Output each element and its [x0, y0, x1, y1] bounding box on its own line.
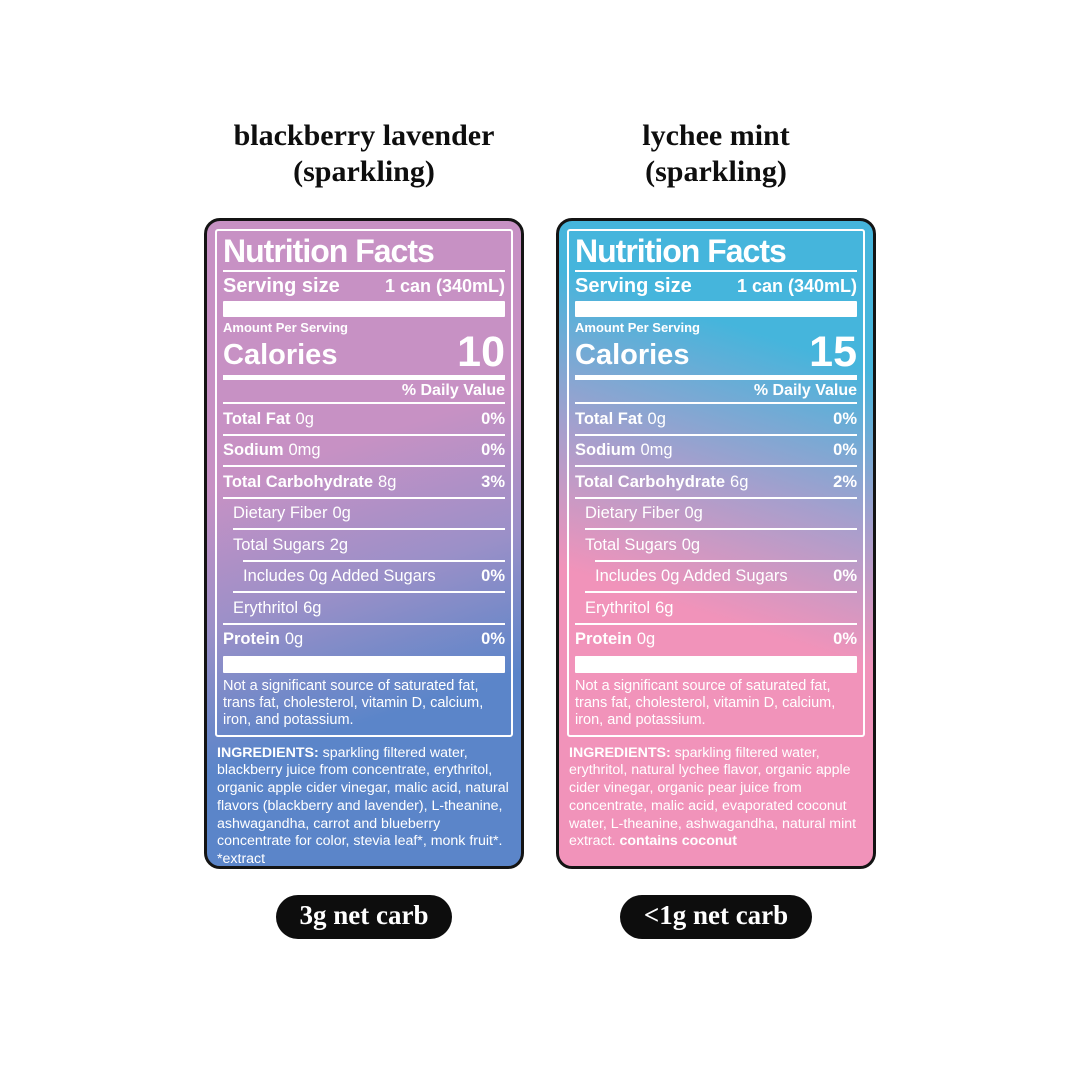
divider: [243, 559, 505, 562]
net-carb-badge: <1g net carb: [619, 895, 813, 939]
serving-size-value: 1 can (340mL): [384, 275, 505, 296]
product-title: lychee mint (sparkling): [642, 118, 789, 194]
ingredients-label: INGREDIENTS:: [217, 744, 319, 761]
nutrition-facts-header: Nutrition Facts: [575, 233, 787, 269]
divider: [575, 622, 857, 625]
ingredients: INGREDIENTS: sparkling filtered water, e…: [567, 737, 865, 854]
calories-value: 15: [809, 327, 857, 376]
amount-per-serving-label: Amount Per Serving: [223, 319, 348, 335]
nutrition-row-dietary-fiber: Dietary Fiber 0g: [585, 504, 703, 523]
nutrition-row-erythritol: Erythritol 6g: [233, 598, 322, 617]
nutrition-row-sodium: Sodium 0mg 0%: [575, 441, 857, 460]
divider-thick: [223, 375, 505, 381]
footnote: Not a significant source of saturated fa…: [223, 678, 484, 728]
divider: [575, 269, 857, 272]
divider: [223, 496, 505, 499]
nutrition-label-card: Nutrition Facts Serving size 1 can (340m…: [556, 218, 876, 869]
nutrition-facts-box: Nutrition Facts Serving size 1 can (340m…: [567, 229, 865, 737]
thick-white-bar: [223, 656, 505, 674]
ingredients: INGREDIENTS: sparkling filtered water, b…: [215, 737, 513, 868]
nutrition-row-protein: Protein 0g 0%: [223, 630, 505, 649]
nutrition-row-total-carbohydrate: Total Carbohydrate 6g 2%: [575, 472, 857, 491]
divider: [223, 465, 505, 468]
nutrition-row-added-sugars: Includes 0g Added Sugars 0%: [243, 567, 505, 586]
nutrition-label-card: Nutrition Facts Serving size 1 can (340m…: [204, 218, 524, 869]
serving-size-label: Serving size: [575, 274, 692, 297]
serving-size-row: Serving size 1 can (340mL): [223, 275, 505, 298]
serving-size-row: Serving size 1 can (340mL): [575, 275, 857, 298]
thick-white-bar: [223, 300, 505, 317]
nutrition-row-dietary-fiber: Dietary Fiber 0g: [233, 504, 351, 523]
calories-row: Calories 15: [575, 327, 857, 376]
product-title: blackberry lavender (sparkling): [234, 118, 495, 194]
footnote: Not a significant source of saturated fa…: [575, 678, 836, 728]
product-title-line2: (sparkling): [645, 155, 787, 188]
calories-label: Calories: [575, 339, 690, 372]
nutrition-facts-box: Nutrition Facts Serving size 1 can (340m…: [215, 229, 513, 737]
nutrition-facts-header: Nutrition Facts: [223, 233, 435, 269]
nutrition-row-erythritol: Erythritol 6g: [585, 598, 674, 617]
divider-thick: [575, 375, 857, 381]
divider: [575, 496, 857, 499]
net-carb-badge: 3g net carb: [275, 895, 453, 939]
nutrition-row-total-fat: Total Fat 0g 0%: [575, 409, 857, 428]
nutrition-row-total-carbohydrate: Total Carbohydrate 8g 3%: [223, 472, 505, 491]
ingredients-label: INGREDIENTS:: [569, 744, 671, 761]
divider: [575, 465, 857, 468]
serving-size-label: Serving size: [223, 274, 340, 297]
divider: [575, 402, 857, 405]
daily-value-header: % Daily Value: [401, 382, 505, 400]
serving-size-value: 1 can (340mL): [736, 275, 857, 296]
divider: [223, 433, 505, 436]
thick-white-bar: [575, 300, 857, 317]
nutrition-row-added-sugars: Includes 0g Added Sugars 0%: [595, 567, 857, 586]
calories-row: Calories 10: [223, 327, 505, 376]
nutrition-row-sodium: Sodium 0mg 0%: [223, 441, 505, 460]
divider: [585, 591, 857, 594]
product-column-blackberry-lavender: blackberry lavender (sparkling) Nutritio…: [204, 118, 524, 1080]
divider: [223, 622, 505, 625]
product-title-line1: blackberry lavender: [233, 119, 495, 152]
divider: [233, 591, 505, 594]
nutrition-row-total-fat: Total Fat 0g 0%: [223, 409, 505, 428]
nutrition-row-total-sugars: Total Sugars 2g: [233, 535, 349, 554]
nutrition-row-total-sugars: Total Sugars 0g: [585, 535, 701, 554]
product-title-line2: (sparkling): [293, 155, 435, 188]
divider: [223, 402, 505, 405]
thick-white-bar: [575, 656, 857, 674]
divider: [575, 433, 857, 436]
product-title-line1: lychee mint: [642, 119, 790, 152]
product-column-lychee-mint: lychee mint (sparkling) Nutrition Facts …: [556, 118, 876, 1080]
divider: [585, 528, 857, 531]
ingredients-text: sparkling filtered water, erythritol, na…: [569, 744, 857, 850]
ingredients-text: sparkling filtered water, blackberry jui…: [217, 744, 509, 868]
nutrition-row-protein: Protein 0g 0%: [575, 630, 857, 649]
divider: [223, 269, 505, 272]
amount-per-serving-label: Amount Per Serving: [575, 319, 700, 335]
divider: [595, 559, 857, 562]
ingredients-allergen: contains coconut: [619, 833, 737, 850]
daily-value-header: % Daily Value: [753, 382, 857, 400]
calories-value: 10: [457, 327, 505, 376]
divider: [233, 528, 505, 531]
calories-label: Calories: [223, 339, 338, 372]
